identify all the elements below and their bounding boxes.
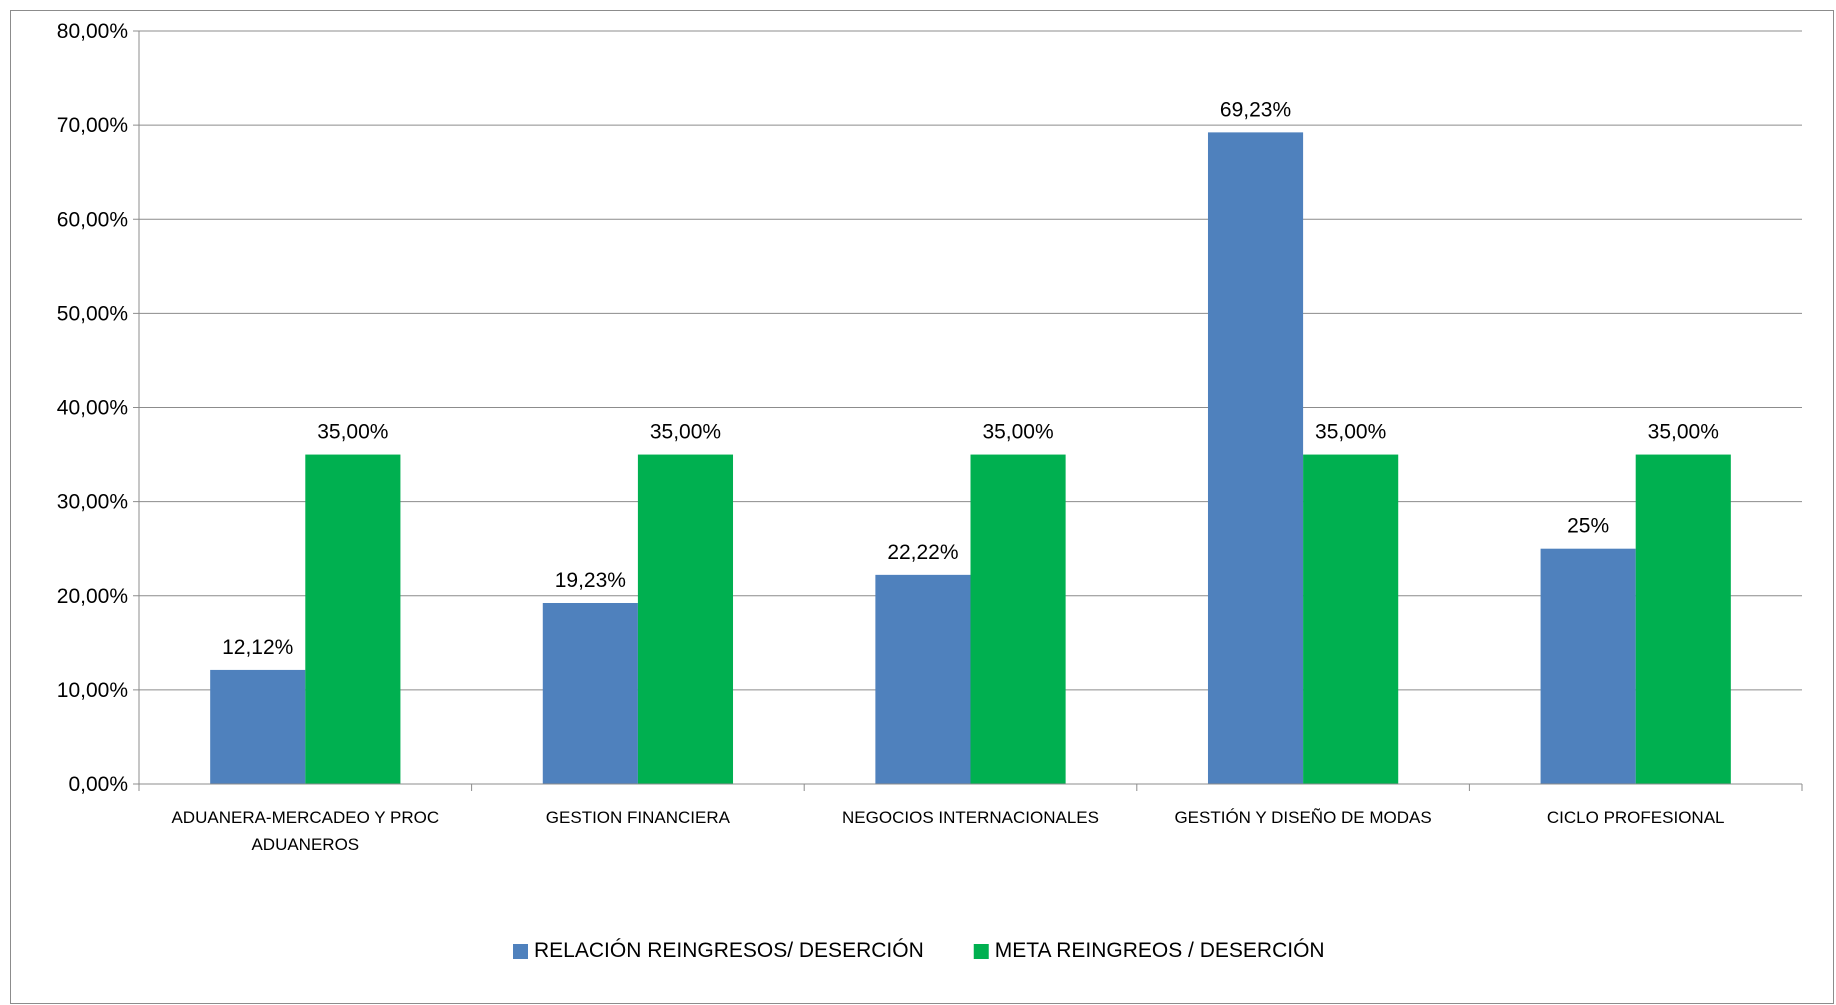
legend-label: META REINGREOS / DESERCIÓN	[995, 939, 1325, 962]
y-tick-label: 30,00%	[57, 491, 128, 514]
data-label: 69,23%	[1220, 98, 1291, 121]
x-category-label: GESTION FINANCIERA	[546, 808, 731, 827]
y-tick-label: 50,00%	[57, 302, 128, 325]
y-tick-label: 80,00%	[57, 20, 128, 43]
data-label: 22,22%	[887, 541, 958, 564]
bars	[210, 132, 1731, 784]
y-tick-label: 20,00%	[57, 585, 128, 608]
legend: RELACIÓN REINGRESOS/ DESERCIÓN META REING…	[513, 939, 1325, 962]
bar	[542, 602, 638, 784]
legend-swatch	[513, 944, 528, 959]
x-category-label: ADUANERA-MERCADEO Y PROC	[171, 808, 439, 827]
bar	[875, 574, 971, 784]
data-label: 19,23%	[555, 569, 626, 592]
bar	[1540, 548, 1636, 784]
data-label: 35,00%	[1648, 421, 1719, 444]
x-axis-categories: ADUANERA-MERCADEO Y PROC ADUANEROS GESTION…	[171, 808, 1724, 854]
bar	[210, 669, 306, 784]
data-label: 35,00%	[317, 421, 388, 444]
data-labels: 12,12% 35,00% 19,23% 35,00% 22,22% 35,00% 69,2…	[222, 98, 1719, 659]
data-label: 35,00%	[1315, 421, 1386, 444]
bar	[1303, 454, 1399, 784]
bar-chart: 0,00% 10,00% 20,00% 30,00% 40,00% 50,00% 60,00…	[57, 20, 1803, 962]
data-label: 12,12%	[222, 636, 293, 659]
y-axis-ticks: 0,00% 10,00% 20,00% 30,00% 40,00% 50,00% 60,00…	[57, 20, 128, 796]
bar	[637, 454, 734, 784]
data-label: 25%	[1567, 515, 1609, 538]
y-tick-label: 10,00%	[57, 679, 128, 702]
x-category-label: GESTIÓN Y DISEÑO DE MODAS	[1174, 808, 1431, 827]
data-label: 35,00%	[982, 421, 1053, 444]
y-tick-label: 60,00%	[57, 208, 128, 231]
y-tick-label: 70,00%	[57, 114, 128, 137]
bar	[970, 454, 1066, 784]
axes	[138, 31, 1803, 791]
x-category-label: ADUANEROS	[251, 835, 359, 854]
y-tick-label: 40,00%	[57, 397, 128, 420]
chart-area: 0,00% 10,00% 20,00% 30,00% 40,00% 50,00% 60,00…	[10, 10, 1834, 1004]
y-tick-label: 0,00%	[68, 773, 128, 796]
data-label: 35,00%	[650, 421, 721, 444]
legend-swatch	[973, 944, 989, 959]
bar	[305, 454, 401, 784]
x-category-label: CICLO PROFESIONAL	[1547, 808, 1725, 827]
bar	[1635, 454, 1731, 784]
bar	[1207, 132, 1304, 784]
legend-label: RELACIÓN REINGRESOS/ DESERCIÓN	[534, 939, 924, 962]
x-category-label: NEGOCIOS INTERNACIONALES	[842, 808, 1099, 827]
